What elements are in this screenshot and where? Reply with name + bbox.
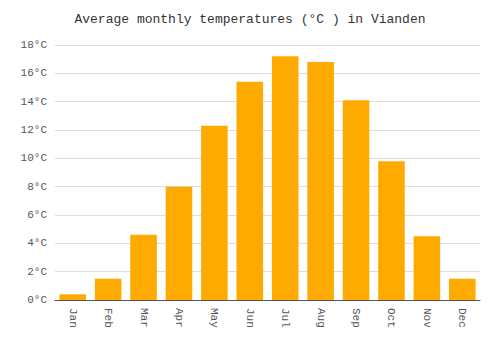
svg-text:Jan: Jan bbox=[67, 308, 79, 328]
svg-text:Feb: Feb bbox=[102, 308, 114, 328]
svg-text:Oct: Oct bbox=[385, 308, 397, 328]
svg-text:10°C: 10°C bbox=[21, 152, 48, 164]
svg-text:18°C: 18°C bbox=[21, 39, 48, 51]
svg-text:Apr: Apr bbox=[173, 308, 185, 328]
svg-text:16°C: 16°C bbox=[21, 67, 48, 79]
svg-text:Nov: Nov bbox=[421, 308, 433, 328]
svg-text:Average monthly temperatures (: Average monthly temperatures (°C ) in Vi… bbox=[74, 12, 425, 27]
svg-text:Jul: Jul bbox=[279, 308, 291, 328]
svg-text:Dec: Dec bbox=[456, 308, 468, 328]
svg-text:Mar: Mar bbox=[138, 308, 150, 328]
svg-text:Aug: Aug bbox=[315, 308, 327, 328]
svg-text:Jun: Jun bbox=[244, 308, 256, 328]
svg-text:6°C: 6°C bbox=[27, 209, 47, 221]
svg-text:12°C: 12°C bbox=[21, 124, 48, 136]
svg-text:14°C: 14°C bbox=[21, 96, 48, 108]
svg-text:Sep: Sep bbox=[350, 308, 362, 328]
svg-text:0°C: 0°C bbox=[27, 294, 47, 306]
svg-text:May: May bbox=[208, 308, 220, 328]
svg-text:4°C: 4°C bbox=[27, 237, 47, 249]
svg-text:8°C: 8°C bbox=[27, 181, 47, 193]
svg-text:2°C: 2°C bbox=[27, 266, 47, 278]
